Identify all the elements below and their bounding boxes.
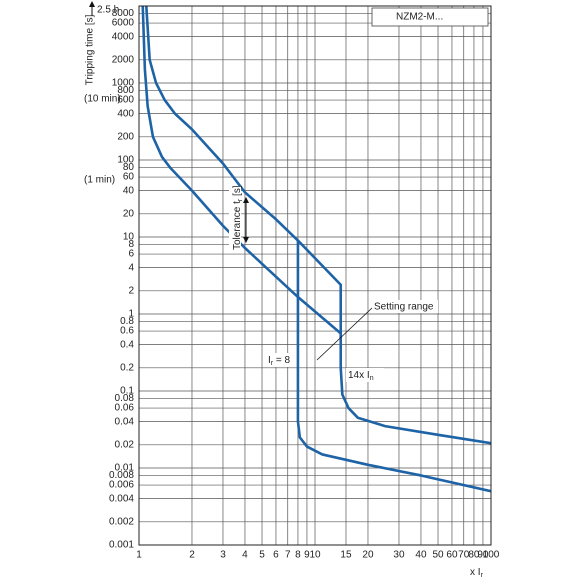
y-tick-label: 8 bbox=[128, 239, 134, 250]
x-axis-label: x Ir bbox=[470, 567, 484, 579]
y-note: (10 min) bbox=[84, 94, 121, 105]
y-tick-label: 0.6 bbox=[120, 326, 134, 337]
x-tick-label: 4 bbox=[242, 550, 248, 561]
y-tick-label: 0.2 bbox=[120, 362, 134, 373]
y-tick-label: 2 bbox=[128, 285, 134, 296]
y-tick-label: 20 bbox=[123, 208, 135, 219]
y-tick-label: 0.4 bbox=[120, 339, 134, 350]
y-tick-label: 0.001 bbox=[109, 540, 134, 551]
y-tick-label: 80 bbox=[123, 162, 135, 173]
chart-title: NZM2-M... bbox=[396, 12, 443, 23]
label-main: x I bbox=[470, 567, 481, 578]
x-tick-label: 80 bbox=[468, 550, 480, 561]
y-note: 2.5 h bbox=[97, 5, 119, 16]
x-tick-label: 40 bbox=[415, 550, 427, 561]
label-sub: n bbox=[370, 375, 374, 382]
y-tick-label: 200 bbox=[117, 131, 134, 142]
x-tick-label: 15 bbox=[340, 550, 352, 561]
label-sub: r bbox=[481, 572, 484, 579]
y-tick-label: 600 bbox=[117, 95, 134, 106]
y-tick-label: 0.006 bbox=[109, 480, 134, 491]
x-tick-label: 8 bbox=[295, 550, 301, 561]
y-note: (1 min) bbox=[84, 175, 115, 186]
label-main: 14x I bbox=[348, 370, 370, 381]
x-tick-label: 2 bbox=[189, 550, 195, 561]
x-tick-label: 20 bbox=[362, 550, 374, 561]
label-main: Tolerance t bbox=[232, 201, 243, 250]
label-sub: r bbox=[237, 198, 244, 201]
x-tick-label: 1 bbox=[136, 550, 142, 561]
label-rest: = 8 bbox=[273, 355, 290, 366]
y-tick-label: 1 bbox=[128, 309, 134, 320]
tolerance-label: Tolerance tr [s] bbox=[232, 185, 244, 250]
y-axis-label: Tripping time [s] bbox=[85, 14, 96, 85]
y-tick-label: 6 bbox=[128, 249, 134, 260]
in-label: 14x In bbox=[348, 370, 374, 382]
y-tick-label: 0.002 bbox=[109, 516, 134, 527]
x-tick-label: 50 bbox=[432, 550, 444, 561]
label-main: I bbox=[268, 355, 271, 366]
y-tick-label: 4 bbox=[128, 262, 134, 273]
grid bbox=[138, 6, 492, 546]
x-tick-label: 100 bbox=[483, 550, 500, 561]
y-tick-label: 40 bbox=[123, 185, 135, 196]
y-tick-label: 0.004 bbox=[109, 493, 134, 504]
y-tick-label: 0.008 bbox=[109, 470, 134, 481]
ir-label: Ir = 8 bbox=[268, 355, 291, 367]
setting-range-label: Setting range bbox=[374, 302, 434, 313]
leader-line bbox=[316, 307, 373, 361]
x-tick-label: 70 bbox=[458, 550, 470, 561]
label-rest: [s] bbox=[232, 185, 243, 199]
y-tick-label: 2000 bbox=[112, 54, 135, 65]
y-tick-label: 0.04 bbox=[115, 416, 135, 427]
y-tick-label: 800 bbox=[117, 85, 134, 96]
x-tick-label: 7 bbox=[285, 550, 291, 561]
setting-bg bbox=[372, 300, 438, 313]
y-tick-label: 0.06 bbox=[115, 403, 135, 414]
x-tick-label: 10 bbox=[309, 550, 321, 561]
label-sub: r bbox=[271, 360, 274, 367]
curves bbox=[141, 6, 491, 493]
y-tick-label: 100 bbox=[117, 155, 134, 166]
x-tick-label: 5 bbox=[259, 550, 265, 561]
x-tick-label: 90 bbox=[477, 550, 489, 561]
curve bbox=[141, 6, 342, 335]
x-tick-label: 3 bbox=[220, 550, 226, 561]
y-tick-label: 6000 bbox=[112, 18, 135, 29]
y-tick-label: 0.02 bbox=[115, 439, 135, 450]
y-tick-label: 0.01 bbox=[115, 463, 135, 474]
in-bg bbox=[346, 368, 384, 382]
y-tick-label: 400 bbox=[117, 108, 134, 119]
y-tick-label: 1000 bbox=[112, 78, 135, 89]
y-tick-label: 0.8 bbox=[120, 316, 134, 327]
plot-frame bbox=[138, 5, 492, 546]
title-box bbox=[371, 7, 489, 27]
y-tick-label: 0.1 bbox=[120, 386, 134, 397]
y-tick-label: 8000 bbox=[112, 8, 135, 19]
x-tick-label: 30 bbox=[393, 550, 405, 561]
curve bbox=[297, 239, 491, 445]
x-tick-label: 60 bbox=[446, 550, 458, 561]
y-tick-label: 60 bbox=[123, 172, 135, 183]
curve bbox=[144, 6, 491, 493]
y-tick-label: 10 bbox=[123, 232, 135, 243]
ir-bg bbox=[266, 353, 296, 367]
x-tick-label: 9 bbox=[304, 550, 310, 561]
y-tick-label: 0.08 bbox=[115, 393, 135, 404]
x-tick-label: 6 bbox=[273, 550, 279, 561]
y-tick-label: 4000 bbox=[112, 31, 135, 42]
tolerance-bg bbox=[229, 186, 241, 252]
